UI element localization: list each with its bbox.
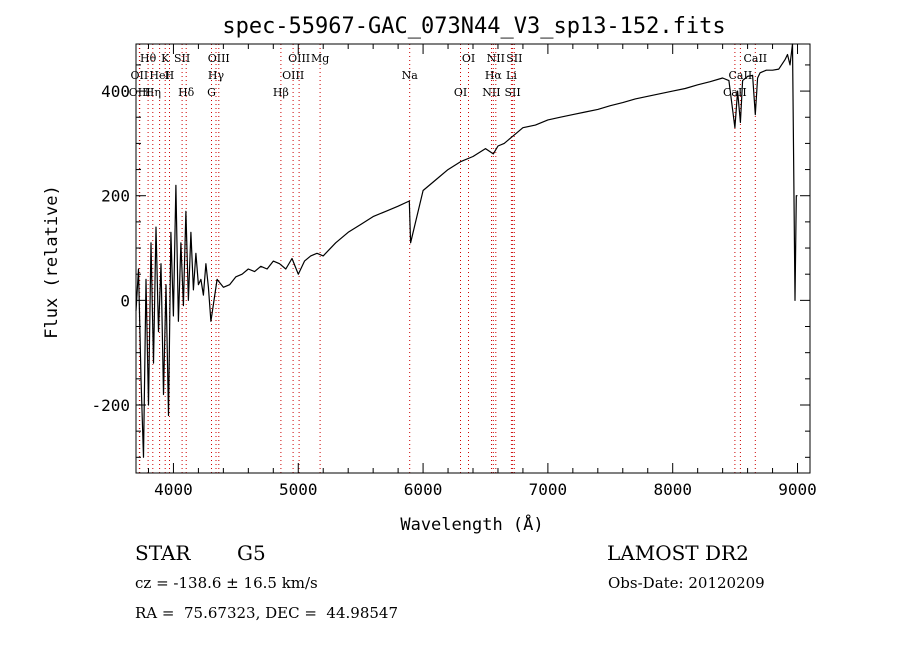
marker-label: Hγ: [208, 69, 225, 82]
marker-label: H: [165, 69, 175, 82]
marker-label: OI: [454, 86, 467, 99]
marker-label: OIII: [282, 69, 304, 82]
marker-label: Na: [402, 69, 419, 82]
chart-title: spec-55967-GAC_073N44_V3_sp13-152.fits: [222, 14, 725, 39]
x-tick-label: 7000: [529, 480, 568, 499]
marker-label: NII: [482, 86, 500, 99]
plot-area: 4000 5000 6000 7000 8000 9000 -200 0 200 400 Hθ OII…: [91, 43, 817, 499]
marker-label: SII: [504, 86, 520, 99]
x-tick-label: 5000: [279, 480, 318, 499]
marker-label: Hη: [145, 86, 161, 99]
marker-label: Hα: [485, 69, 503, 82]
x-tick-label: 6000: [404, 480, 443, 499]
marker-label: CaII: [743, 52, 767, 65]
marker-label: CaII: [729, 69, 753, 82]
obs-date: Obs-Date: 20120209: [608, 574, 765, 592]
plot-frame: [135, 43, 811, 474]
marker-label: CaII: [723, 86, 747, 99]
x-axis-label: Wavelength (Å): [400, 513, 543, 535]
marker-label: OI: [462, 52, 475, 65]
coordinates-text: RA = 75.67323, DEC = 44.98547: [135, 604, 399, 622]
object-type: STAR: [135, 541, 191, 565]
marker-label: G: [207, 86, 216, 99]
marker-label: OIII: [129, 86, 151, 99]
marker-label: SII: [174, 52, 190, 65]
y-tick-label: 200: [101, 187, 130, 206]
survey-name: LAMOST DR2: [607, 541, 749, 565]
marker-label: Hδ: [178, 86, 195, 99]
y-tick-label: -200: [91, 396, 130, 415]
spectrum-line: [135, 43, 798, 458]
marker-label: Hθ: [140, 52, 157, 65]
marker-label: Mg: [311, 52, 329, 65]
x-tick-label: 4000: [154, 480, 193, 499]
x-tick-label: 8000: [653, 480, 692, 499]
marker-label: NII: [487, 52, 505, 65]
velocity-text: cz = -138.6 ± 16.5 km/s: [135, 574, 318, 592]
y-tick-label: 400: [101, 82, 130, 101]
marker-label: OIII: [288, 52, 310, 65]
marker-label: Hβ: [273, 86, 289, 99]
spectral-subclass: G5: [237, 541, 266, 565]
marker-label: OIII: [208, 52, 230, 65]
marker-label: HeI: [149, 69, 169, 82]
marker-label: K: [161, 52, 170, 65]
x-tick-label: 9000: [778, 480, 817, 499]
y-axis-label: Flux (relative): [42, 185, 62, 339]
marker-label: Li: [506, 69, 517, 82]
marker-label: SII: [506, 52, 522, 65]
marker-label: OII: [131, 69, 149, 82]
y-tick-label: 0: [120, 291, 130, 310]
